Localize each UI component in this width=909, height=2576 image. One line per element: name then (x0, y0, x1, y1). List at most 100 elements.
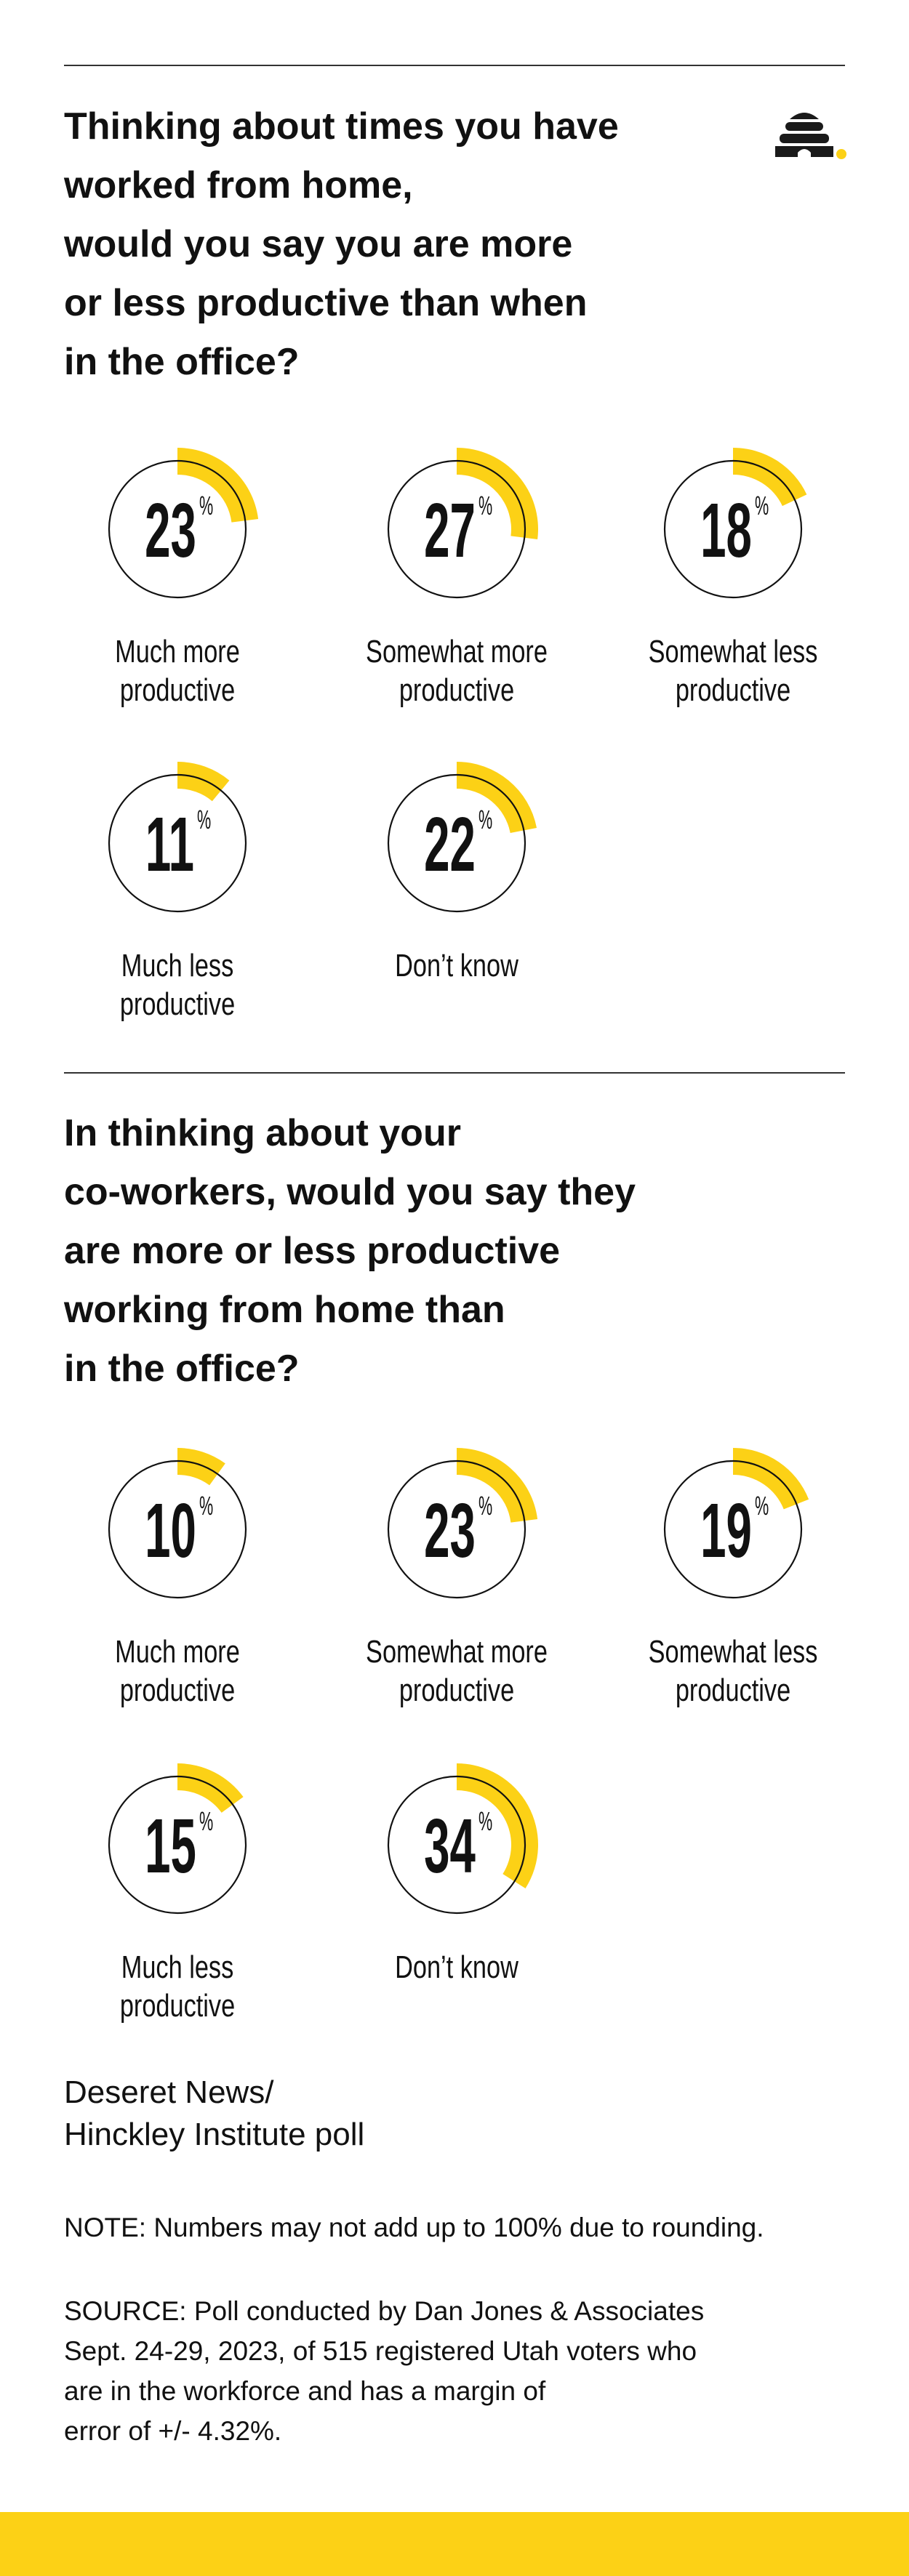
value-number: 18 (700, 488, 752, 573)
value-number: 34 (424, 1803, 476, 1889)
category-label: Don’t know (319, 1948, 595, 1987)
value-arc (177, 1448, 225, 1486)
value-arc (457, 1448, 538, 1523)
category-label: Much more productive (39, 1633, 316, 1710)
question-2-title: In thinking about your co-workers, would … (64, 1104, 718, 1398)
credit-line: Hinckley Institute poll (64, 2117, 365, 2152)
value-label: 27% (319, 488, 595, 573)
progress-ring (108, 762, 247, 913)
percent-sign: % (199, 1491, 214, 1521)
ring-outline (387, 1460, 526, 1599)
category-label-line: Somewhat more (366, 634, 548, 669)
value-number: 19 (700, 1488, 752, 1574)
ring-outline (108, 773, 247, 913)
percent-sign: % (478, 1806, 493, 1836)
radial-stat: 19% Somewhat less productive (595, 1442, 871, 1708)
progress-ring (387, 1448, 538, 1599)
note: NOTE: Numbers may not add up to 100% due… (64, 2212, 864, 2244)
source: SOURCE: Poll conducted by Dan Jones & As… (64, 2291, 864, 2451)
progress-ring (387, 1763, 538, 1915)
section-divider (64, 1072, 845, 1074)
percent-sign: % (478, 491, 493, 520)
category-label: Much less productive (39, 946, 316, 1023)
footer-accent-bar (0, 2512, 909, 2576)
percent-sign: % (754, 1491, 769, 1521)
title-line: Thinking about times you have (64, 105, 619, 148)
progress-ring (663, 1448, 809, 1599)
category-label-line: productive (675, 672, 791, 708)
progress-ring (387, 762, 537, 913)
radial-stat: 22% Don’t know (319, 756, 595, 1018)
progress-ring (108, 1448, 247, 1599)
value-number: 27 (424, 488, 476, 573)
category-label-line: Much less (121, 1949, 234, 1985)
title-line: working from home than (64, 1289, 505, 1331)
note-text: NOTE: Numbers may not add up to 100% due… (64, 2213, 764, 2242)
value-number: 22 (424, 802, 476, 887)
value-arc (457, 762, 537, 833)
category-label-line: Somewhat more (366, 1634, 548, 1670)
category-label: Much more productive (39, 632, 316, 709)
ring-outline (663, 459, 803, 599)
percent-sign: % (754, 491, 769, 520)
percent-sign: % (478, 1491, 493, 1521)
progress-ring (663, 448, 807, 599)
category-label: Somewhat less productive (595, 1633, 871, 1710)
beehive-icon (775, 113, 846, 159)
value-arc (177, 448, 259, 523)
value-label: 22% (319, 802, 595, 887)
percent-sign: % (199, 1806, 214, 1836)
ring-outline (108, 1775, 247, 1915)
title-line: would you say you are more (64, 223, 573, 265)
category-label-line: Somewhat less (648, 1634, 818, 1670)
value-number: 15 (145, 1803, 196, 1889)
percent-sign: % (197, 805, 212, 834)
value-arc (457, 1763, 538, 1889)
value-number: 11 (145, 802, 195, 887)
category-label: Somewhat less productive (595, 632, 871, 709)
value-arc (177, 762, 230, 802)
source-line: SOURCE: Poll conducted by Dan Jones & As… (64, 2296, 705, 2326)
value-label: 23% (319, 1488, 595, 1574)
value-label: 23% (39, 491, 316, 569)
ring-outline (387, 773, 526, 913)
title-line: co-workers, would you say they (64, 1171, 636, 1213)
category-label-line: productive (119, 1673, 236, 1708)
category-label: Somewhat more productive (319, 1633, 595, 1710)
source-line: error of +/- 4.32%. (64, 2416, 282, 2446)
credit-line: Deseret News/ (64, 2074, 274, 2110)
value-number: 23 (424, 1488, 476, 1574)
ring-outline (663, 1460, 803, 1599)
radial-stat: 34% Don’t know (319, 1758, 595, 2019)
percent-sign: % (199, 491, 214, 520)
progress-ring (108, 448, 259, 599)
value-label: 10% (39, 1491, 316, 1569)
radial-stat: 11% Much less productive (39, 756, 316, 1022)
value-label: 18% (595, 488, 871, 573)
category-label-line: Much more (115, 1634, 240, 1670)
percent-sign: % (478, 805, 493, 834)
category-label: Don’t know (319, 946, 595, 985)
category-label-line: Somewhat less (648, 634, 818, 669)
ring-outline (108, 1460, 247, 1599)
logo-dot (836, 149, 846, 159)
radial-stat: 23% Somewhat more productive (319, 1442, 595, 1708)
value-label: 15% (39, 1803, 316, 1889)
progress-ring (108, 1763, 247, 1915)
progress-ring (387, 448, 538, 599)
radial-stat: 18% Somewhat less productive (595, 442, 871, 708)
title-line: or less productive than when (64, 282, 588, 324)
category-label: Much less productive (39, 1948, 316, 2025)
source-line: are in the workforce and has a margin of (64, 2376, 546, 2406)
ring-outline (387, 1775, 526, 1915)
credit: Deseret News/ Hinckley Institute poll (64, 2072, 864, 2156)
radial-stat: 15% Much less productive (39, 1758, 316, 2024)
category-label-line: productive (119, 1988, 236, 2024)
category-label-line: productive (399, 1673, 515, 1708)
title-line: in the office? (64, 1348, 300, 1390)
radial-stat: 27% Somewhat more productive (319, 442, 595, 708)
category-label: Somewhat more productive (319, 632, 595, 709)
value-arc (457, 448, 538, 540)
category-label-line: Much more (115, 634, 240, 669)
value-label: 34% (319, 1803, 595, 1889)
